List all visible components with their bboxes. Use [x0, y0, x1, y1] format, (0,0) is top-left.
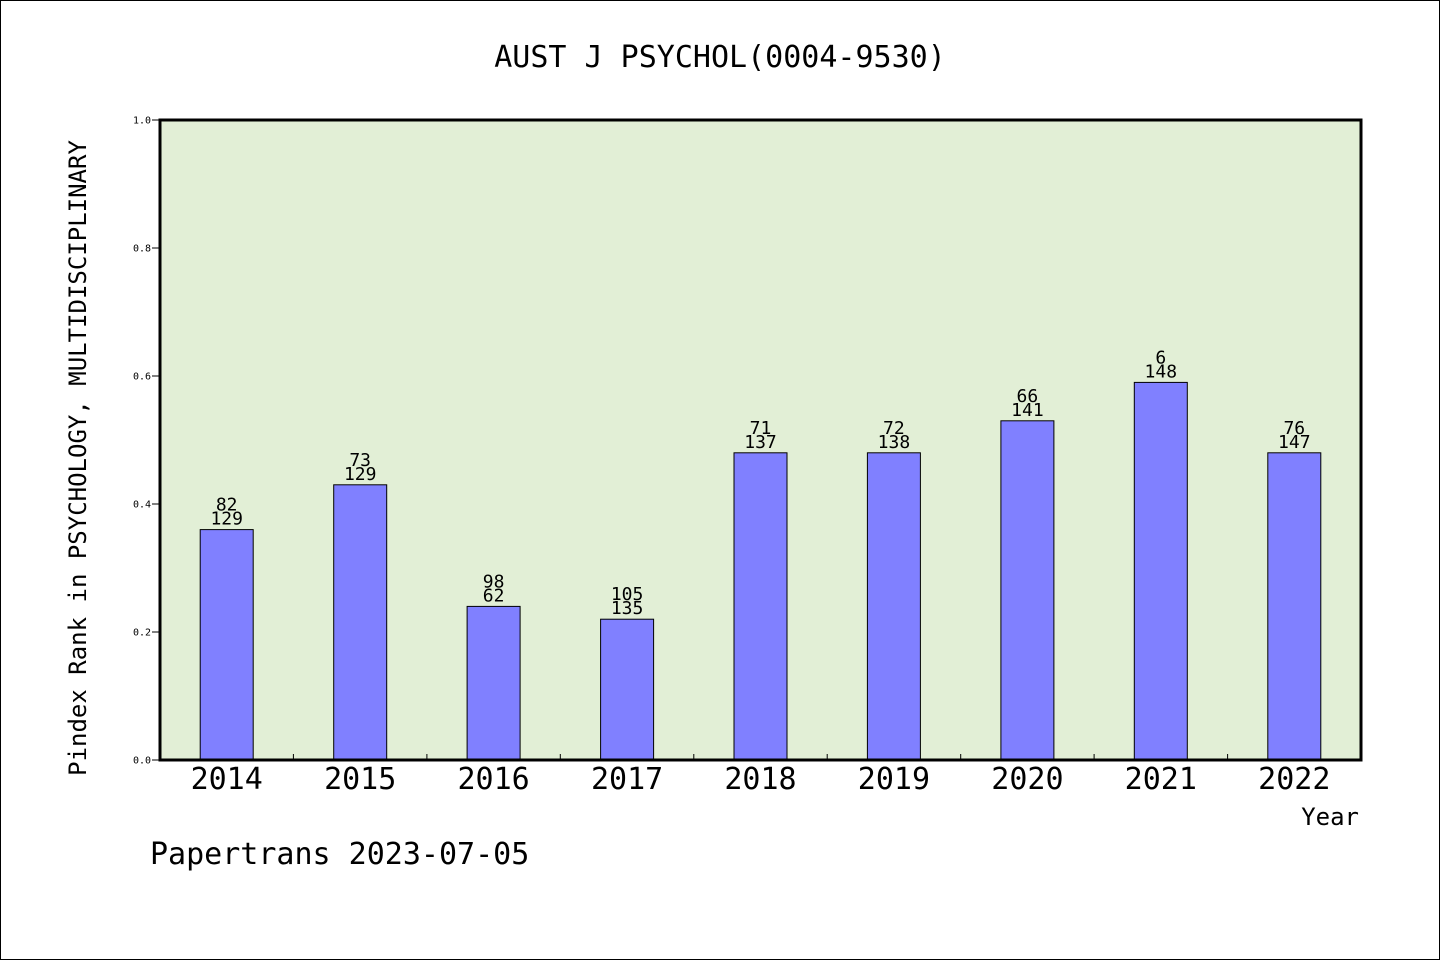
bar-total-label-2022: 147 — [1278, 432, 1311, 453]
bar-2018 — [733, 452, 788, 761]
bar-rank-label-2018: 71 — [750, 418, 772, 439]
y-tick-label: 0.6 — [133, 372, 151, 383]
bar-2014 — [199, 529, 254, 761]
y-tick-label: 0.8 — [133, 244, 151, 255]
bar-total-label-2014: 129 — [210, 509, 243, 530]
x-tick-label-2021: 2021 — [1125, 762, 1197, 797]
bar-2020 — [1000, 420, 1055, 761]
x-tick-label-2015: 2015 — [324, 762, 396, 797]
y-tick-label: 1.0 — [133, 116, 151, 127]
x-tick-label-2018: 2018 — [724, 762, 796, 797]
bar-2019 — [866, 452, 921, 761]
bar-rank-label-2020: 66 — [1017, 386, 1039, 407]
x-tick-label-2022: 2022 — [1258, 762, 1330, 797]
plot-border — [158, 118, 1363, 762]
x-tick-label-2017: 2017 — [591, 762, 663, 797]
x-tick-label-2016: 2016 — [457, 762, 529, 797]
y-tick-label: 0.2 — [133, 628, 151, 639]
bar-total-label-2015: 129 — [344, 464, 377, 485]
bar-rank-label-2022: 76 — [1283, 418, 1305, 439]
y-tick-label: 0.0 — [133, 756, 151, 767]
y-tick-label: 0.4 — [133, 500, 151, 511]
bar-2015 — [333, 484, 388, 761]
bar-rank-label-2016: 98 — [483, 571, 505, 592]
bar-total-label-2020: 141 — [1011, 400, 1044, 421]
bars-group — [199, 381, 1322, 761]
bar-total-label-2017: 135 — [611, 598, 644, 619]
bar-total-label-2021: 148 — [1145, 361, 1178, 382]
bar-rank-label-2017: 105 — [611, 584, 644, 605]
bar-rank-label-2019: 72 — [883, 418, 905, 439]
bar-2021 — [1133, 381, 1188, 761]
x-tick-label-2020: 2020 — [991, 762, 1063, 797]
bar-2022 — [1267, 452, 1322, 761]
bar-total-label-2019: 138 — [878, 432, 911, 453]
footer-text: Papertrans 2023-07-05 — [150, 837, 529, 872]
bar-total-label-2016: 62 — [483, 585, 505, 606]
bar-rank-label-2021: 6 — [1155, 347, 1166, 368]
x-tick-label-2014: 2014 — [191, 762, 263, 797]
bar-rank-label-2015: 73 — [349, 450, 371, 471]
bar-labels-group: 1298212973629813510513771138721416614861… — [210, 347, 1310, 619]
x-tick-label-2019: 2019 — [858, 762, 930, 797]
x-axis-label: Year — [1301, 803, 1359, 831]
chart-title: AUST J PSYCHOL(0004-9530) — [494, 40, 946, 75]
axes-group: 2014 2015 2016 2017 2018 2019 2020 2021 2022 0.0 0… — [133, 116, 1330, 798]
bar-2017 — [600, 618, 655, 761]
y-axis-label: Pindex Rank in PSYCHOLOGY, MULTIDISCIPLI… — [64, 140, 92, 776]
bar-2016 — [466, 605, 521, 761]
bar-total-label-2018: 137 — [744, 432, 777, 453]
bar-rank-label-2014: 82 — [216, 495, 238, 516]
